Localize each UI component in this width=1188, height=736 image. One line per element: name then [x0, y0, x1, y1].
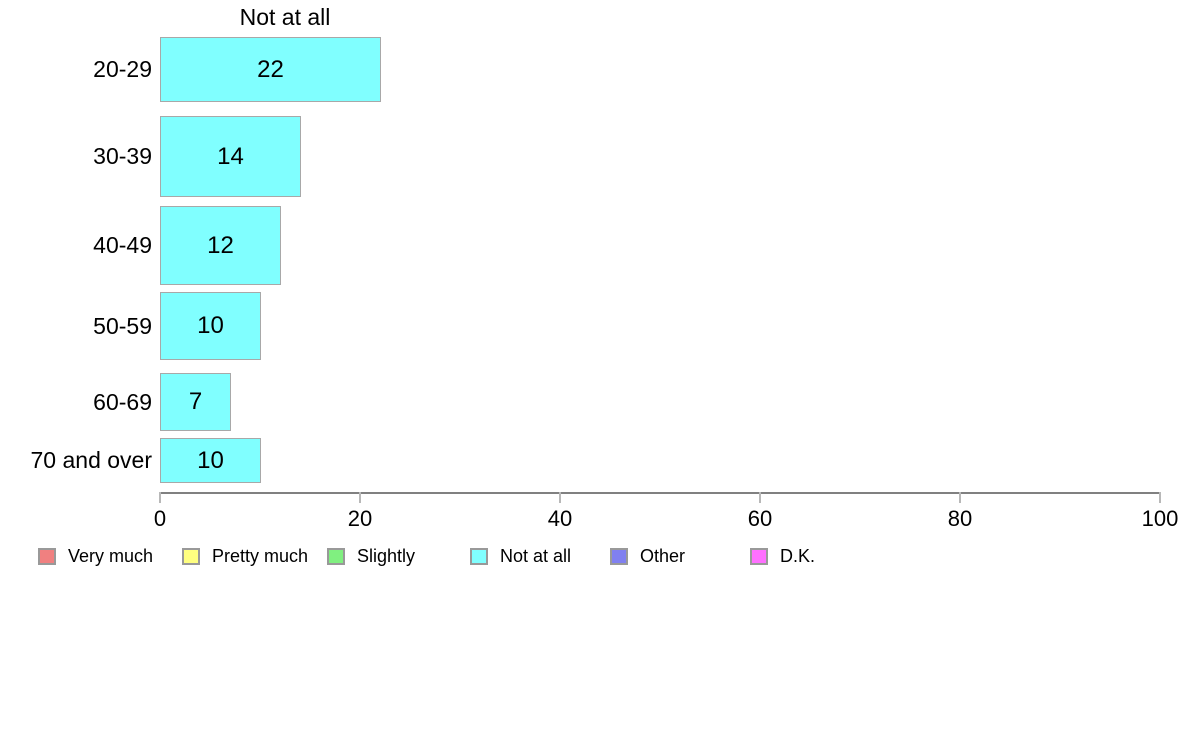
- bar: 14: [160, 116, 301, 197]
- category-label: 40-49: [93, 232, 152, 258]
- x-axis-tick-label: 80: [947, 506, 973, 531]
- legend-item: D.K.: [750, 546, 815, 566]
- legend-swatch: [470, 547, 488, 565]
- legend-item: Slightly: [327, 546, 415, 566]
- legend-item: Very much: [38, 546, 153, 566]
- category-label: 60-69: [93, 388, 152, 415]
- x-axis-tick-label: 0: [153, 506, 167, 531]
- bar-value-label: 7: [188, 388, 203, 415]
- legend-swatch: [38, 547, 56, 565]
- x-axis-tick-label: 20: [347, 506, 373, 531]
- legend-swatch: [327, 547, 345, 565]
- bar-value-label: 22: [257, 55, 284, 83]
- x-axis-line: [160, 492, 1160, 494]
- legend-swatch: [610, 547, 628, 565]
- legend-item-label: Pretty much: [212, 545, 309, 566]
- bar: 22: [160, 37, 381, 102]
- x-axis-tick: [759, 492, 761, 503]
- bar: 7: [160, 373, 231, 431]
- legend-item-label: D.K.: [780, 545, 816, 566]
- category-label: 30-39: [93, 143, 152, 169]
- x-axis-tick-label: 40: [547, 506, 573, 531]
- x-axis-tick-label: 60: [747, 506, 773, 531]
- legend-item-label: Slightly: [357, 545, 416, 566]
- category-label: 50-59: [93, 312, 152, 339]
- x-axis-tick: [1159, 492, 1161, 503]
- chart-title: Not at all: [239, 4, 331, 30]
- x-axis-tick: [559, 492, 561, 503]
- bar-value-label: 12: [207, 231, 234, 259]
- legend-item: Pretty much: [182, 546, 308, 566]
- bar: 10: [160, 292, 261, 360]
- legend-item-label: Very much: [68, 545, 154, 566]
- category-label: 20-29: [93, 56, 152, 82]
- legend-swatch: [182, 547, 200, 565]
- x-axis-tick: [959, 492, 961, 503]
- bar-value-label: 10: [197, 446, 224, 474]
- legend-swatch: [750, 547, 768, 565]
- bar: 12: [160, 206, 281, 285]
- legend-item: Not at all: [470, 546, 571, 566]
- bar-value-label: 10: [197, 312, 224, 339]
- legend-item-label: Not at all: [500, 545, 572, 566]
- x-axis-tick-label: 100: [1141, 506, 1179, 531]
- category-label: 70 and over: [30, 447, 152, 473]
- x-axis-tick: [359, 492, 361, 503]
- bar-value-label: 14: [217, 142, 244, 170]
- x-axis-tick: [159, 492, 161, 503]
- legend-item-label: Other: [640, 545, 686, 566]
- bar: 10: [160, 438, 261, 483]
- legend-item: Other: [610, 546, 685, 566]
